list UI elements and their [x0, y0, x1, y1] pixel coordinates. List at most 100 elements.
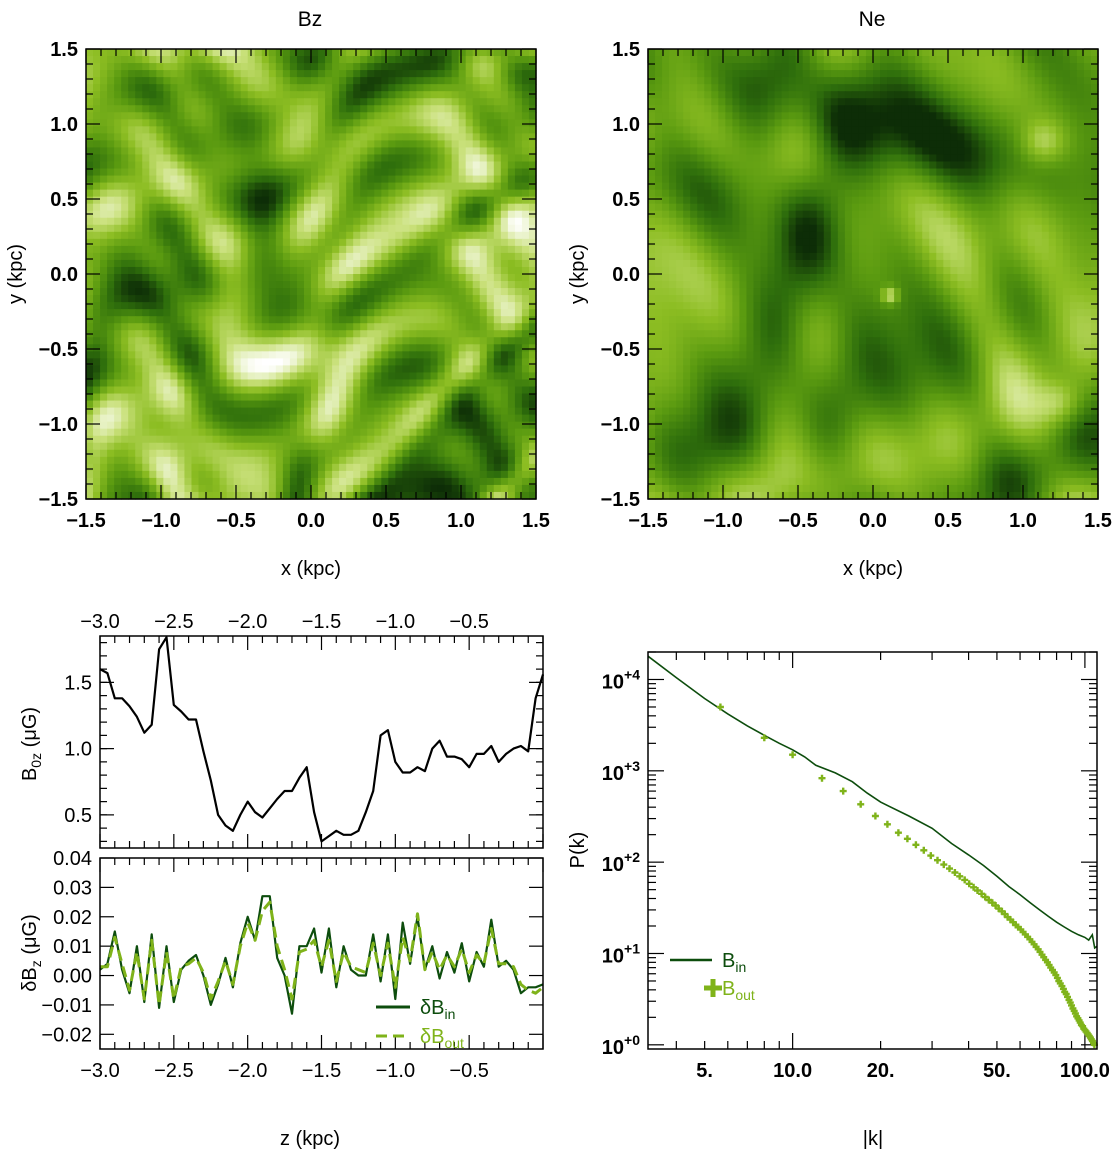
pk-panel: 5. 10.0 20. 50. 100.0 10+0 10+1 10+2 10+3 10+4 |k…: [567, 651, 1110, 1150]
ne-xtick-label: −0.5: [778, 510, 817, 532]
ne-xtick-label: 0.0: [859, 510, 887, 532]
b0z-xtick-label: −0.5: [449, 611, 488, 633]
bz-ytick-label: 0.5: [50, 189, 78, 211]
bz-ytick-label: −1.0: [39, 414, 78, 436]
dbz-ytick-label: 0.03: [53, 877, 92, 899]
pk-ytick-label: 10+1: [602, 940, 640, 967]
dbz-xtick-label: −2.0: [228, 1060, 267, 1082]
b0z-lines: [99, 636, 545, 843]
dbz-ytick-label: −0.02: [41, 1024, 92, 1046]
pk-series-out-point: [716, 703, 724, 711]
b0z-ylabel: B0z (μG): [19, 707, 44, 781]
pk-ytick-label: 10+4: [602, 666, 640, 693]
b0z-xtick-label: −3.0: [80, 611, 119, 633]
pk-xtick-label: 20.: [867, 1060, 895, 1082]
dbz-legend-out-label: δBout: [420, 1026, 464, 1051]
pk-series-out-point: [951, 869, 959, 876]
b0z-ylabel-main: B: [19, 768, 41, 781]
pk-series-out-point: [961, 876, 969, 884]
dbz-ytick-label: 0.04: [53, 848, 92, 870]
pk-legend-out-marker: [704, 979, 722, 997]
bz-xtick-label: 0.5: [372, 510, 400, 532]
dbz-ytick-label: 0.00: [53, 966, 92, 988]
dbz-xtick-label: −2.5: [154, 1060, 193, 1082]
dbz-ylabel-sub: z: [28, 960, 44, 967]
dbz-ylabel-unit: (μG): [19, 914, 41, 954]
bz-xtick-label: −0.5: [216, 510, 255, 532]
dbz-legend: δBin δBout: [376, 997, 464, 1051]
bz-ytick-label: 1.5: [50, 39, 78, 61]
dbz-xtick-label: −1.0: [376, 1060, 415, 1082]
bz-ylabel: y (kpc): [5, 244, 27, 304]
ne-xtick-label: −1.5: [628, 510, 667, 532]
ne-title: Ne: [859, 8, 886, 31]
pk-series-out-point: [857, 800, 865, 808]
pk-series-out-point: [978, 890, 986, 898]
pk-series-out-point: [974, 887, 981, 894]
dbz-plot-frame: [99, 857, 544, 1050]
pk-series-out-point: [839, 787, 847, 795]
ne-ytick-label: 0.5: [612, 189, 640, 211]
ne-ylabel: y (kpc): [567, 244, 589, 304]
pk-series-out-point: [818, 774, 826, 782]
pk-series-out-point: [883, 820, 891, 828]
pk-series-out-point: [970, 883, 978, 891]
dbz-xtick-label: −1.5: [302, 1060, 341, 1082]
pk-series-out-point: [760, 734, 768, 742]
b0z-ylabel-unit: (μG): [19, 707, 41, 747]
ne-xtick-label: −1.0: [703, 510, 742, 532]
b0z-ytick-label: 1.5: [64, 672, 92, 694]
bz-heatmap-panel: Bz −1.5 −1.0 −0.5 0.0 0.5 1.0 1.5 −1.5 −1.0 −0.5 0…: [5, 8, 550, 580]
bz-ytick-label: 0.0: [50, 264, 78, 286]
ne-heatmap-field: [648, 49, 1099, 500]
bz-xtick-label: −1.5: [66, 510, 105, 532]
pk-series-out-point: [965, 880, 973, 888]
b0z-panel: −3.0 −2.5 −2.0 −1.5 −1.0 −0.5 0.5 1.0 1.5 B0z (μ…: [19, 611, 545, 849]
pk-legend: Bin Bout: [670, 950, 755, 1003]
dbz-xlabel: z (kpc): [280, 1128, 340, 1150]
pk-ytick-label: 10+2: [602, 849, 640, 876]
dbz-panel: −3.0 −2.5 −2.0 −1.5 −1.0 −0.5 −0.02 −0.01 0.00 0.…: [19, 848, 544, 1150]
b0z-xtick-label: −1.5: [302, 611, 341, 633]
pk-xtick-label: 50.: [983, 1060, 1011, 1082]
ne-xlabel: x (kpc): [843, 558, 903, 580]
pk-ylabel: P(k): [567, 832, 589, 869]
dbz-series-in: [99, 895, 544, 1015]
b0z-ytick-label: 0.5: [64, 805, 92, 827]
pk-xtick-label: 5.: [696, 1060, 713, 1082]
dbz-series-out: [100, 900, 544, 1007]
dbz-axes: −3.0 −2.5 −2.0 −1.5 −1.0 −0.5 −0.02 −0.01 0.00 0.…: [41, 848, 544, 1082]
ne-ytick-label: −0.5: [601, 339, 640, 361]
dbz-ytick-label: 0.02: [53, 907, 92, 929]
bz-ytick-label: −0.5: [39, 339, 78, 361]
pk-series-out-point: [912, 841, 920, 849]
pk-legend-out-label: Bout: [722, 978, 755, 1003]
ne-xtick-label: 0.5: [934, 510, 962, 532]
bz-title: Bz: [298, 8, 323, 31]
pk-legend-in-label: Bin: [722, 950, 746, 975]
pk-series-out-point: [903, 835, 911, 843]
bz-ytick-label: 1.0: [50, 114, 78, 136]
pk-series-out-point: [956, 872, 964, 880]
bz-xtick-label: −1.0: [141, 510, 180, 532]
ne-heatmap-panel: Ne −1.5 −1.0 −0.5 0.0 0.5 1.0 1.5 −1.5 −1.0 −0.5 0…: [567, 8, 1112, 580]
ne-ytick-label: −1.5: [601, 489, 640, 511]
dbz-ytick-label: 0.01: [53, 936, 92, 958]
pk-series-out-point: [981, 893, 989, 901]
pk-series-in: [647, 655, 1098, 950]
dbz-legend-in-label: δBin: [420, 997, 455, 1022]
b0z-plot-frame: [99, 635, 544, 849]
b0z-series-0: [99, 636, 545, 843]
pk-series-out-point: [946, 865, 953, 873]
pk-series-out-point: [927, 852, 935, 860]
ne-axes: −1.5 −1.0 −0.5 0.0 0.5 1.0 1.5 −1.5 −1.0 −0.5 0.0 0…: [601, 39, 1112, 532]
bz-axes: −1.5 −1.0 −0.5 0.0 0.5 1.0 1.5 −1.5 −1.0 −0.5 0.0 0…: [39, 39, 550, 532]
pk-ytick-label: 10+3: [602, 758, 640, 785]
dbz-xtick-label: −3.0: [80, 1060, 119, 1082]
b0z-xtick-label: −2.0: [228, 611, 267, 633]
b0z-ylabel-sub: 0z: [28, 753, 44, 768]
bz-xlabel: x (kpc): [281, 558, 341, 580]
pk-series-out-point: [894, 829, 902, 837]
b0z-axes: −3.0 −2.5 −2.0 −1.5 −1.0 −0.5 0.5 1.0 1.5: [64, 611, 544, 848]
